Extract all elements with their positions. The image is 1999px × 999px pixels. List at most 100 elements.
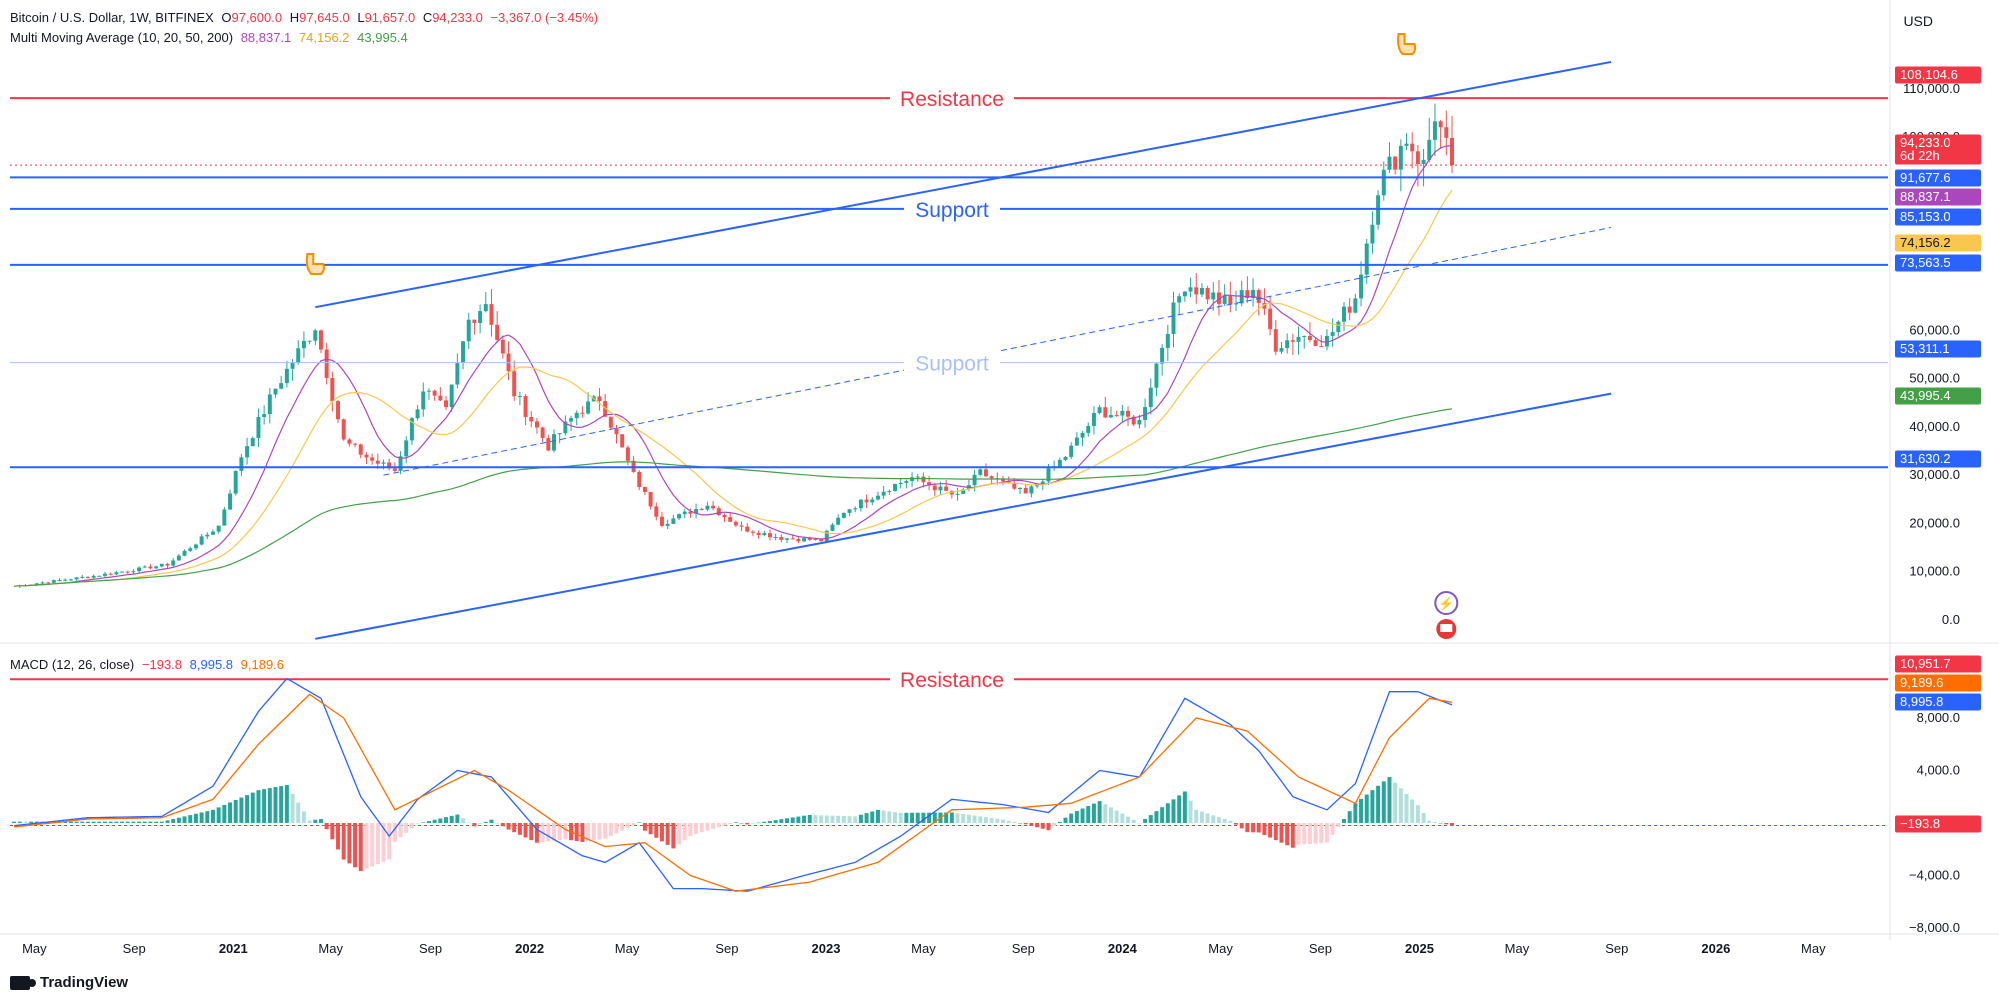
macd-price-label: 9,189.6 xyxy=(1900,675,1943,690)
candle-body xyxy=(415,409,420,419)
candle-body xyxy=(1171,302,1176,334)
candle-body xyxy=(267,394,272,415)
candle-body xyxy=(1239,290,1244,304)
candle-body xyxy=(1080,432,1085,438)
macd-histogram-bar xyxy=(125,821,130,823)
candle-body xyxy=(205,534,210,537)
candle-body xyxy=(210,531,215,535)
macd-histogram-bar xyxy=(733,822,738,823)
macd-legend: MACD (12, 26, close) −193.8 8,995.8 9,18… xyxy=(10,657,288,672)
macd-histogram-bar xyxy=(591,822,596,841)
macd-histogram-bar xyxy=(120,821,125,823)
candle-body xyxy=(694,509,699,514)
currency-selector[interactable]: USD xyxy=(1903,13,1933,29)
macd-histogram-bar xyxy=(1160,807,1165,823)
candle-body xyxy=(1330,332,1335,336)
candle-body xyxy=(620,434,625,448)
time-axis-tick: 2022 xyxy=(515,941,544,956)
candle-body xyxy=(762,533,767,536)
macd-histogram-bar xyxy=(1376,785,1381,823)
macd-histogram-bar xyxy=(944,812,949,823)
macd-histogram-bar xyxy=(1148,815,1153,823)
macd-histogram-bar xyxy=(722,822,727,826)
macd-histogram-bar xyxy=(375,822,380,865)
macd-histogram-bar xyxy=(853,816,858,823)
candle-body xyxy=(1091,413,1096,426)
macd-histogram-bar xyxy=(1114,810,1119,823)
time-axis-tick: Sep xyxy=(1012,941,1035,956)
macd-histogram-bar xyxy=(1165,803,1170,823)
candle-body xyxy=(1148,387,1153,408)
macd-histogram-bar xyxy=(336,822,341,850)
candle-body xyxy=(114,572,119,575)
macd-histogram-bar xyxy=(659,822,664,842)
ma-legend: Multi Moving Average (10, 20, 50, 200) 8… xyxy=(10,30,412,45)
candle-body xyxy=(392,468,397,471)
macd-resistance-annotation: Resistance xyxy=(900,669,1004,692)
candle-body xyxy=(1154,363,1159,388)
candle-body xyxy=(847,509,852,513)
macd-histogram-bar xyxy=(159,821,164,823)
macd-histogram-bar xyxy=(1364,794,1369,823)
macd-histogram-bar xyxy=(1427,820,1432,823)
macd-histogram-bar xyxy=(716,822,721,828)
support-annotation: Support xyxy=(915,353,989,376)
macd-histogram-bar xyxy=(301,811,306,823)
macd-histogram-bar xyxy=(1359,798,1364,823)
candle-body xyxy=(711,505,716,509)
candle-body xyxy=(51,580,56,583)
time-axis-tick: Sep xyxy=(123,941,146,956)
time-axis-tick: May xyxy=(1505,941,1530,956)
macd-histogram-bar xyxy=(370,822,375,867)
macd-histogram-bar xyxy=(1188,800,1193,823)
macd-histogram-bar xyxy=(444,817,448,823)
candle-body xyxy=(961,489,966,494)
macd-histogram-bar xyxy=(273,787,278,823)
candle-body xyxy=(858,499,863,509)
macd-histogram-bar xyxy=(654,822,659,838)
candle-body xyxy=(1069,445,1074,457)
macd-histogram-bar xyxy=(807,814,812,823)
candle-body xyxy=(324,349,329,378)
macd-histogram-bar xyxy=(1228,820,1233,823)
macd-histogram-bar xyxy=(438,818,443,823)
candle-body xyxy=(1018,487,1023,489)
candle-body xyxy=(142,566,147,568)
macd-histogram-bar xyxy=(1057,821,1062,823)
candle-body xyxy=(353,443,358,445)
candle-body xyxy=(1177,296,1182,303)
channel-lower-line xyxy=(315,392,1612,640)
macd-histogram-bar xyxy=(324,822,329,830)
price-label: 43,995.4 xyxy=(1900,388,1951,403)
candle-body xyxy=(1211,292,1216,300)
candle-body xyxy=(375,460,380,464)
macd-histogram-bar xyxy=(449,815,454,823)
macd-histogram-bar xyxy=(68,821,73,823)
macd-histogram-bar xyxy=(1194,809,1199,823)
macd-histogram-bar xyxy=(557,822,562,841)
macd-histogram-bar xyxy=(1324,822,1329,843)
candle-body xyxy=(1251,290,1256,299)
macd-histogram-bar xyxy=(131,821,136,823)
macd-price-label-bg xyxy=(1895,815,1981,833)
candle-body xyxy=(1450,137,1454,166)
candle-body xyxy=(1342,306,1346,322)
macd-histogram-bar xyxy=(176,817,181,823)
candle-body xyxy=(552,434,556,451)
candle-body xyxy=(1444,127,1449,138)
macd-histogram-bar xyxy=(830,815,835,823)
macd-histogram-bar xyxy=(864,813,869,823)
macd-histogram-bar xyxy=(307,820,312,823)
candle-body xyxy=(1273,329,1278,352)
macd-histogram-bar xyxy=(1199,811,1204,823)
ma-title: Multi Moving Average (10, 20, 50, 200) xyxy=(10,30,234,45)
macd-histogram-bar xyxy=(409,822,414,829)
macd-histogram-bar xyxy=(750,822,755,824)
candle-body xyxy=(807,538,812,540)
candle-body xyxy=(483,304,488,312)
macd-histogram-bar xyxy=(199,812,204,823)
support-annotation: Support xyxy=(915,199,989,222)
time-axis-tick: 2024 xyxy=(1108,941,1138,956)
candle-body xyxy=(1108,415,1113,418)
